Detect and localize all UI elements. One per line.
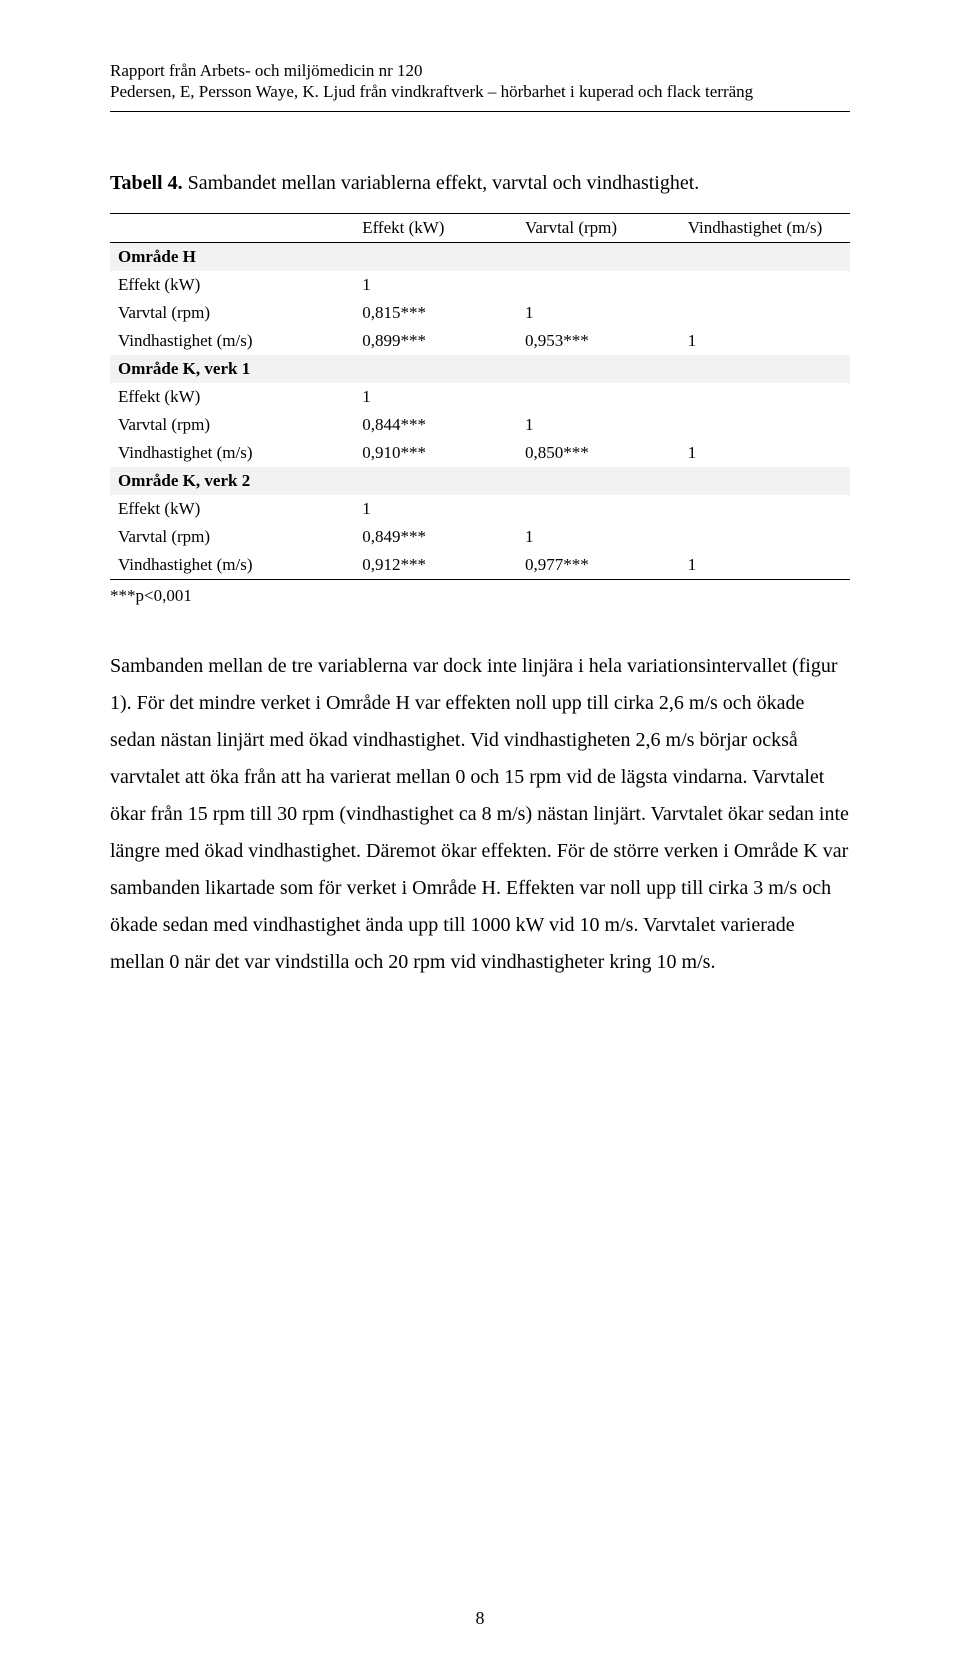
- cell: 1: [680, 327, 850, 355]
- cell: 1: [517, 299, 680, 327]
- header-rule: [110, 111, 850, 112]
- table-row: Varvtal (rpm)0,844***1: [110, 411, 850, 439]
- row-label: Varvtal (rpm): [110, 299, 354, 327]
- cell: 1: [354, 383, 517, 411]
- header-line-1: Rapport från Arbets- och miljömedicin nr…: [110, 60, 850, 81]
- table-header-row: Effekt (kW) Varvtal (rpm) Vindhastighet …: [110, 213, 850, 242]
- cell: 1: [680, 551, 850, 580]
- caption-text: Sambandet mellan variablerna effekt, var…: [188, 172, 700, 194]
- cell: [680, 299, 850, 327]
- caption-label: Tabell 4.: [110, 172, 183, 194]
- row-label: Varvtal (rpm): [110, 523, 354, 551]
- cell: [517, 271, 680, 299]
- group-title: Område H: [110, 242, 850, 271]
- correlation-table: Effekt (kW) Varvtal (rpm) Vindhastighet …: [110, 213, 850, 580]
- cell: 0,899***: [354, 327, 517, 355]
- col-header-varvtal: Varvtal (rpm): [517, 213, 680, 242]
- cell: 1: [354, 271, 517, 299]
- table-caption: Tabell 4. Sambandet mellan variablerna e…: [110, 172, 850, 195]
- cell: 0,910***: [354, 439, 517, 467]
- table-group-row: Område K, verk 2: [110, 467, 850, 495]
- table-group-row: Område K, verk 1: [110, 355, 850, 383]
- cell: [517, 495, 680, 523]
- cell: 0,850***: [517, 439, 680, 467]
- cell: 0,849***: [354, 523, 517, 551]
- cell: 0,912***: [354, 551, 517, 580]
- row-label: Effekt (kW): [110, 495, 354, 523]
- cell: 1: [517, 523, 680, 551]
- col-header-empty: [110, 213, 354, 242]
- cell: 1: [680, 439, 850, 467]
- cell: 1: [354, 495, 517, 523]
- cell: [680, 523, 850, 551]
- table-row: Varvtal (rpm)0,849***1: [110, 523, 850, 551]
- cell: 0,815***: [354, 299, 517, 327]
- cell: [680, 411, 850, 439]
- group-title: Område K, verk 2: [110, 467, 850, 495]
- cell: [680, 383, 850, 411]
- table-note: ***p<0,001: [110, 586, 850, 606]
- table-row: Effekt (kW)1: [110, 495, 850, 523]
- col-header-effekt: Effekt (kW): [354, 213, 517, 242]
- cell: 0,953***: [517, 327, 680, 355]
- cell: [517, 383, 680, 411]
- table-row: Vindhastighet (m/s)0,899***0,953***1: [110, 327, 850, 355]
- body-paragraph: Sambanden mellan de tre variablerna var …: [110, 648, 850, 981]
- cell: [680, 495, 850, 523]
- table-row: Effekt (kW)1: [110, 271, 850, 299]
- row-label: Vindhastighet (m/s): [110, 551, 354, 580]
- group-title: Område K, verk 1: [110, 355, 850, 383]
- col-header-vindhastighet: Vindhastighet (m/s): [680, 213, 850, 242]
- row-label: Vindhastighet (m/s): [110, 327, 354, 355]
- cell: 1: [517, 411, 680, 439]
- table-row: Vindhastighet (m/s)0,910***0,850***1: [110, 439, 850, 467]
- page: Rapport från Arbets- och miljömedicin nr…: [0, 0, 960, 1679]
- table-row: Varvtal (rpm)0,815***1: [110, 299, 850, 327]
- header-line-2: Pedersen, E, Persson Waye, K. Ljud från …: [110, 81, 850, 102]
- table-group-row: Område H: [110, 242, 850, 271]
- table-row: Effekt (kW)1: [110, 383, 850, 411]
- cell: 0,977***: [517, 551, 680, 580]
- table-row: Vindhastighet (m/s)0,912***0,977***1: [110, 551, 850, 580]
- row-label: Varvtal (rpm): [110, 411, 354, 439]
- row-label: Effekt (kW): [110, 383, 354, 411]
- cell: 0,844***: [354, 411, 517, 439]
- running-header: Rapport från Arbets- och miljömedicin nr…: [110, 60, 850, 112]
- page-number: 8: [0, 1608, 960, 1629]
- row-label: Vindhastighet (m/s): [110, 439, 354, 467]
- row-label: Effekt (kW): [110, 271, 354, 299]
- cell: [680, 271, 850, 299]
